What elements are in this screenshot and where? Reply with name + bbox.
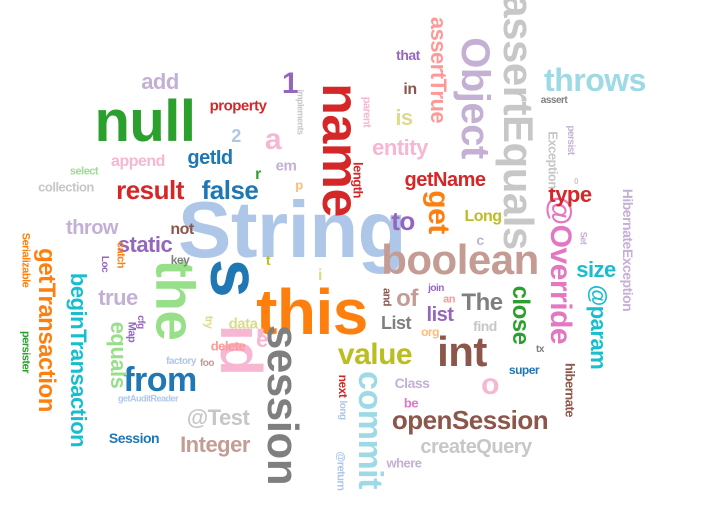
word-1-38: 1 (281, 67, 299, 100)
word-i-70: i (318, 267, 322, 284)
word-length-60: length (350, 162, 366, 198)
word-e-64: e (256, 327, 268, 352)
word-list-49: List (380, 313, 412, 333)
word-this-1: this (256, 276, 368, 348)
word-key-75: key (170, 253, 190, 267)
word-parent-82: parent (360, 96, 373, 128)
word-loc-80: Loc (99, 255, 110, 273)
word-c-69: c (476, 232, 484, 248)
word-cfg-81: cfg (135, 315, 146, 329)
word-integer-25: Integer (180, 432, 250, 457)
word-in-61: in (403, 81, 417, 98)
word-close-28: close (507, 285, 534, 345)
word-gettransaction-21: getTransaction (33, 248, 60, 412)
word-hibernateexception-50: HibernateException (620, 188, 636, 312)
word-throw-39: throw (66, 217, 118, 239)
word-collection-55: collection (38, 179, 94, 195)
word-a-45: a (264, 123, 282, 156)
word-assertequals-10: assertEquals (495, 0, 542, 250)
word-from-18: from (123, 361, 197, 399)
word-delete-57: delete (210, 338, 246, 354)
word-factory-94: factory (166, 356, 196, 367)
word-persist-72: persist (565, 125, 576, 155)
word-int-8: int (437, 328, 487, 375)
word-add-41: add (141, 69, 179, 94)
word-session-53: Session (108, 430, 160, 446)
word-where-93: where (386, 455, 422, 471)
word-be-92: be (403, 395, 419, 411)
word-object-11: Object (453, 37, 497, 159)
word-that-62: that (396, 47, 420, 63)
word-join-87: join (428, 283, 444, 294)
word-t-68: t (265, 252, 271, 268)
word-static-31: static (117, 232, 173, 257)
word-persister-74: persister (19, 331, 32, 373)
word-list-36: list (426, 304, 454, 326)
word-exception-51: Exception (545, 131, 561, 189)
word-test-24: @Test (186, 405, 250, 430)
word-and-85: and (380, 287, 393, 307)
word-org-84: org (421, 325, 439, 339)
word-foo-95: foo (199, 358, 215, 369)
word-getname-27: getName (404, 169, 486, 191)
word-get-22: get (422, 190, 455, 234)
word-data-56: data (228, 315, 258, 333)
word-is-46: is (395, 105, 413, 130)
word-super-88: super (508, 363, 540, 377)
word-o-37: o (481, 368, 499, 401)
word-commit-12: commit (351, 371, 389, 489)
word-em-66: em (275, 157, 297, 175)
word-false-17: false (201, 175, 259, 205)
word-the-42: The (461, 289, 503, 316)
word-getauditreader-96: getAuditReader (117, 393, 179, 404)
word-try-78: try (202, 315, 215, 329)
word-override-19: @Override (544, 195, 577, 345)
word-boolean-7: boolean (381, 236, 539, 283)
word-append-40: append (111, 153, 165, 170)
word-assert-99: assert (540, 95, 568, 106)
word-begintransaction-20: beginTransaction (66, 272, 91, 448)
word-getid-35: getId (187, 147, 233, 169)
word-class-58: Class (394, 375, 430, 391)
word-value-14: value (337, 338, 413, 371)
word-asserttrue-26: assertTrue (426, 16, 451, 124)
word-next-89: next (336, 374, 350, 398)
word-p-67: p (295, 177, 303, 193)
word-size-32: size (576, 257, 616, 282)
word-result-16: result (116, 175, 184, 205)
word-to-47: to (391, 206, 415, 236)
word-opensession-13: openSession (391, 405, 549, 435)
word-find-59: find (473, 318, 497, 334)
word-select-79: select (69, 165, 99, 178)
word-long-90: long (337, 400, 348, 420)
word-property-54: property (209, 97, 267, 115)
word-catch-76: catch (114, 241, 127, 269)
word-an-86: an (443, 293, 455, 306)
word-0-100: 0 (574, 177, 578, 186)
word-throws-15: throws (544, 62, 646, 98)
word-r-71: r (255, 166, 261, 183)
word-serializable-73: Serializable (19, 232, 32, 288)
word-null-6: null (94, 89, 196, 154)
word-s-2: s (196, 258, 274, 298)
word-set-98: Set (578, 231, 589, 245)
word-the-4: the (144, 259, 207, 341)
word-implements-83: implements (295, 89, 306, 135)
word-createquery-34: createQuery (420, 436, 532, 458)
word-true-33: true (98, 285, 138, 310)
word-tx-97: tx (536, 344, 544, 355)
word-of-48: of (396, 285, 418, 312)
word-hibernate-52: hibernate (562, 362, 578, 418)
word-string-0: String (177, 185, 407, 274)
word-param-30: @param (586, 284, 611, 370)
word-type-43: type (548, 182, 592, 207)
word-not-63: not (170, 221, 194, 238)
word-return-91: @return (334, 451, 347, 491)
word-long-44: Long (464, 208, 502, 225)
word-entity-29: entity (372, 135, 428, 160)
word-2-65: 2 (231, 126, 241, 146)
